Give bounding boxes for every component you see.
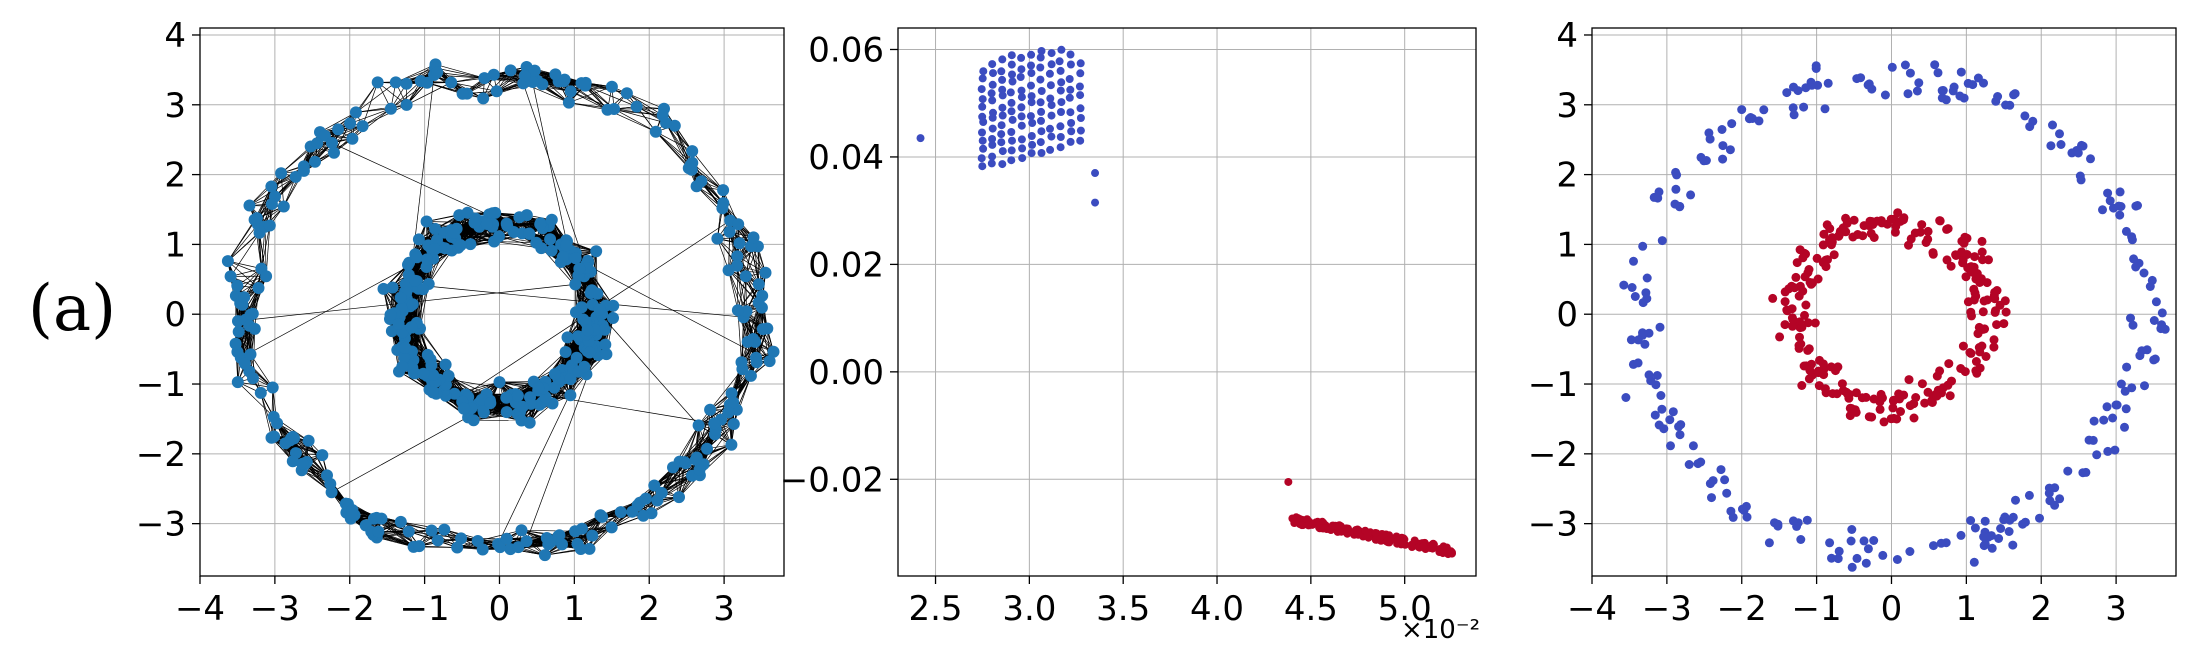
graph-edge [435, 64, 485, 79]
y-tick-label: −1 [136, 365, 186, 405]
graph-edge [685, 423, 715, 464]
graph-edge [434, 74, 485, 79]
y-tick-label: 2 [164, 156, 186, 196]
graph-edge [331, 112, 357, 144]
graph-edge [626, 92, 665, 110]
graph-edge [352, 108, 392, 139]
graph-edge [750, 246, 760, 285]
graph-edge [736, 265, 760, 303]
graph-edge [362, 104, 407, 127]
graph-edge [645, 475, 693, 499]
graph-edge [685, 425, 699, 464]
graph-edge [260, 392, 272, 438]
graph-edge [355, 82, 397, 113]
graph-edge [614, 108, 667, 124]
graph-edge [757, 246, 760, 285]
graph-edge [437, 72, 485, 79]
graph-edge [585, 85, 627, 94]
graph-edge [434, 67, 485, 79]
graph-edge [655, 131, 693, 152]
graph-edge [227, 224, 259, 262]
graph-edge [570, 91, 608, 111]
graph-edge [564, 79, 608, 111]
graph-edge [349, 108, 392, 124]
graph-edge [733, 375, 752, 425]
x-tick-label: 0 [489, 589, 511, 629]
graph-edge [736, 265, 739, 311]
graph-edge [249, 172, 282, 206]
panel-label: (a) [28, 272, 117, 346]
graph-edge [237, 381, 274, 418]
graph-edge [544, 548, 581, 556]
graph-edge [355, 104, 407, 113]
graph-edge [227, 219, 255, 262]
x-tick-label: −2 [325, 589, 375, 629]
graph-edge [406, 82, 452, 106]
graph-edge [717, 237, 754, 239]
x-tick-label: 2 [638, 589, 660, 629]
graph-edge [444, 529, 499, 545]
graph-edge [227, 260, 259, 289]
y-tick-label: 1 [164, 225, 186, 265]
graph-edge [695, 409, 711, 460]
graph-edge [303, 142, 333, 167]
graph-edge [613, 108, 656, 133]
graph-edge [728, 270, 739, 311]
graph-edge [477, 529, 522, 542]
graph-edge [585, 85, 637, 107]
graph-edge [728, 224, 739, 271]
graph-edge [230, 232, 260, 277]
graph-edge [433, 74, 484, 99]
graph-edge [419, 545, 458, 548]
graph-edge [665, 122, 691, 166]
graph-edge [362, 82, 379, 127]
graph-edge [254, 287, 259, 329]
graph-edge [736, 265, 747, 312]
graph-edge [568, 86, 613, 103]
graph-edge [674, 125, 693, 164]
graph-edge [319, 112, 357, 133]
y-tick-label: 4 [164, 16, 186, 56]
y-tick-label: 3 [164, 86, 186, 126]
x-tick-label: −1 [400, 589, 450, 629]
graph-edge [703, 423, 735, 465]
graph-edge [626, 92, 663, 116]
graph-edge [250, 354, 273, 388]
graph-edge [437, 72, 484, 99]
y-tick-label: 0 [164, 295, 186, 335]
graph-edge [292, 436, 328, 476]
x-tick-label: −3 [250, 589, 300, 629]
graph-edge [519, 217, 551, 240]
x-tick-label: 3 [713, 589, 735, 629]
graph-edge [691, 425, 699, 476]
graph-edge [227, 260, 245, 298]
graph-edge [448, 375, 487, 395]
graph-edge [732, 362, 758, 403]
graph-edge [728, 269, 759, 304]
chart-1-graph: −4 −3 −2 −1 0 1 2 3 −3 −2 −1 0 1 2 3 4 [136, 16, 785, 629]
grid-lines [199, 28, 784, 576]
graph-edge [390, 80, 422, 109]
graph-edge [691, 150, 724, 191]
x-tick-label: −4 [175, 589, 225, 629]
graph-edge [679, 425, 699, 462]
y-tick-label: −2 [136, 435, 186, 475]
x-tick-label: 1 [564, 589, 586, 629]
graph-edge [665, 122, 690, 169]
y-tick-label: −3 [136, 505, 186, 545]
